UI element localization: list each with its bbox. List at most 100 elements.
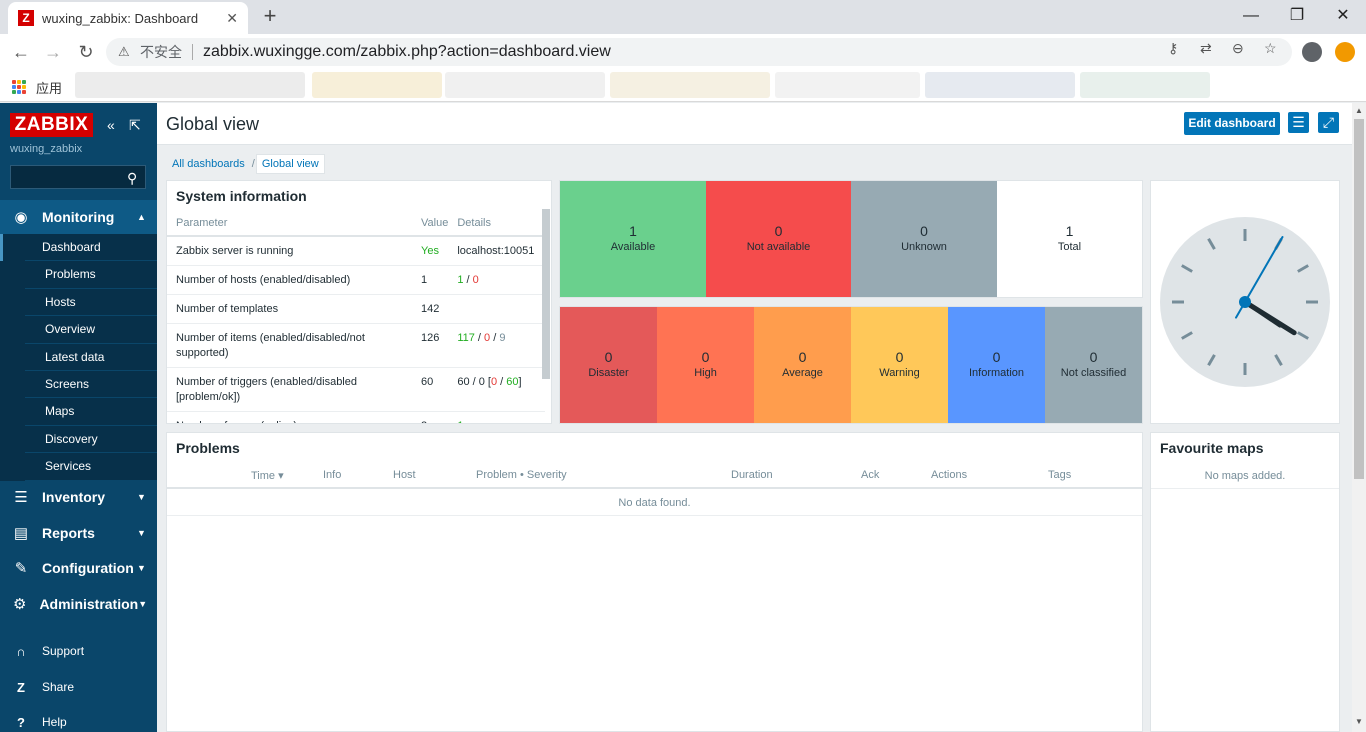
support-link[interactable]: ∩ Support xyxy=(0,639,157,663)
scroll-down-icon[interactable]: ▼ xyxy=(1355,717,1363,726)
sidebar-item-services[interactable]: Services xyxy=(0,453,157,481)
details-cell: localhost:10051 xyxy=(448,236,545,266)
column-time[interactable]: Time ▾ xyxy=(251,470,284,482)
star-icon[interactable]: ☆ xyxy=(1264,40,1277,56)
param-cell: Zabbix server is running xyxy=(167,236,412,266)
tile-high[interactable]: 0 High xyxy=(657,307,754,423)
tile-average[interactable]: 0 Average xyxy=(754,307,851,423)
column-actions: Actions xyxy=(931,469,968,481)
widget-scrollbar-thumb[interactable] xyxy=(542,209,550,379)
tile-label: Average xyxy=(782,367,823,379)
minimize-button[interactable]: — xyxy=(1243,7,1259,24)
enabled-count: 1 xyxy=(457,274,464,286)
zabbix-favicon-icon: Z xyxy=(18,10,34,26)
actions-menu-icon[interactable]: ☰ xyxy=(1288,112,1309,133)
host-availability-widget: 1 Available 0 Not available 0 Unknown 1 … xyxy=(559,180,1143,298)
column-problem-severity: Problem • Severity xyxy=(476,469,567,481)
omnibox[interactable]: ⚠ 不安全 zabbix.wuxingge.com/zabbix.php?act… xyxy=(106,38,1292,66)
tile-unknown[interactable]: 0 Unknown xyxy=(851,181,997,297)
edit-dashboard-button[interactable]: Edit dashboard xyxy=(1184,112,1280,135)
maximize-button[interactable]: ❐ xyxy=(1289,7,1305,24)
clock-tick xyxy=(1274,354,1283,366)
blurred-bookmark[interactable] xyxy=(1080,72,1210,98)
eye-icon: ◉ xyxy=(14,209,28,226)
help-link[interactable]: ? Help xyxy=(0,710,157,732)
new-tab-button[interactable]: + xyxy=(263,3,277,28)
search-icon[interactable]: ⚲ xyxy=(127,170,138,186)
bookmarks-bar: 应用 xyxy=(0,70,1366,102)
share-z-icon: Z xyxy=(17,679,25,695)
help-label: Help xyxy=(42,715,67,729)
sidebar-search-input[interactable] xyxy=(10,165,146,189)
apps-label[interactable]: 应用 xyxy=(36,81,63,96)
apps-grid-icon[interactable] xyxy=(12,80,26,94)
breadcrumb-current[interactable]: Global view xyxy=(255,154,325,174)
sidebar-item-problems[interactable]: Problems xyxy=(0,261,157,290)
close-window-button[interactable]: ✕ xyxy=(1336,7,1350,24)
blurred-bookmark[interactable] xyxy=(610,72,770,98)
tile-information[interactable]: 0 Information xyxy=(948,307,1045,423)
sidebar-item-latest-data[interactable]: Latest data xyxy=(0,344,157,372)
menu-reports[interactable]: ▤ Reports ▼ xyxy=(0,516,157,550)
menu-reports-label: Reports xyxy=(42,525,95,541)
browser-tab[interactable]: Z wuxing_zabbix: Dashboard ✕ xyxy=(8,2,248,34)
tile-available[interactable]: 1 Available xyxy=(560,181,706,297)
fullscreen-icon[interactable]: ⤢ xyxy=(1318,112,1339,133)
widget-title: Favourite maps xyxy=(1160,440,1264,456)
menu-configuration[interactable]: ✎ Configuration ▼ xyxy=(0,551,157,585)
table-row: Zabbix server is running Yes localhost:1… xyxy=(167,236,545,266)
sidebar-item-overview[interactable]: Overview xyxy=(0,316,157,344)
collapse-sidebar-icon[interactable]: « xyxy=(107,117,115,133)
forward-arrow-icon[interactable]: → xyxy=(44,42,62,62)
key-icon[interactable]: ⚷ xyxy=(1168,40,1179,56)
breadcrumb-all-dashboards[interactable]: All dashboards xyxy=(172,158,245,170)
reload-icon[interactable]: ↻ xyxy=(78,42,94,62)
clock-widget xyxy=(1150,180,1340,424)
list-icon: ☰ xyxy=(14,489,28,506)
value-cell: 126 xyxy=(412,323,449,368)
url-text[interactable]: zabbix.wuxingge.com/zabbix.php?action=da… xyxy=(203,43,611,60)
share-link[interactable]: Z Share xyxy=(0,675,157,699)
sidebar-item-maps[interactable]: Maps xyxy=(0,398,157,427)
menu-inventory[interactable]: ☰ Inventory ▼ xyxy=(0,480,157,514)
tile-not-available[interactable]: 0 Not available xyxy=(706,181,851,297)
favourite-maps-widget: Favourite maps No maps added. xyxy=(1150,432,1340,732)
tile-not-classified[interactable]: 0 Not classified xyxy=(1045,307,1142,423)
blurred-bookmark[interactable] xyxy=(75,72,305,98)
update-alert-icon[interactable] xyxy=(1335,42,1355,62)
back-arrow-icon[interactable]: ← xyxy=(12,42,30,62)
column-ack: Ack xyxy=(861,469,880,481)
blurred-bookmark[interactable] xyxy=(925,72,1075,98)
blurred-bookmark[interactable] xyxy=(312,72,442,98)
translate-icon[interactable]: ⇄ xyxy=(1200,40,1212,56)
tile-count: 0 xyxy=(895,349,904,365)
sidebar-item-hosts[interactable]: Hosts xyxy=(0,289,157,317)
sidebar-item-screens[interactable]: Screens xyxy=(0,371,157,399)
scrollbar-thumb[interactable] xyxy=(1354,119,1364,479)
blurred-bookmark[interactable] xyxy=(775,72,920,98)
menu-administration[interactable]: ⚙ Administration ▼ xyxy=(0,587,157,621)
tile-warning[interactable]: 0 Warning xyxy=(851,307,948,423)
tile-disaster[interactable]: 0 Disaster xyxy=(560,307,657,423)
page-scrollbar[interactable]: ▲ ▼ xyxy=(1352,103,1366,732)
zabbix-logo[interactable]: ZABBIX xyxy=(10,113,93,137)
menu-monitoring[interactable]: ◉ Monitoring ▲ xyxy=(0,200,157,234)
blurred-bookmark[interactable] xyxy=(445,72,605,98)
tab-close-icon[interactable]: ✕ xyxy=(226,9,238,26)
online-count: 1 xyxy=(457,420,463,423)
details-cell: 60 / 0 [0 / 60] xyxy=(448,367,545,412)
sidebar-item-dashboard[interactable]: Dashboard xyxy=(0,234,157,262)
tile-total[interactable]: 1 Total xyxy=(997,181,1142,297)
breadcrumb-separator: / xyxy=(251,158,255,170)
tile-label: Warning xyxy=(879,367,920,379)
scroll-up-icon[interactable]: ▲ xyxy=(1355,106,1363,115)
page-header: Global view Edit dashboard ☰ ⤢ xyxy=(157,103,1352,145)
zoom-icon[interactable]: ⊖ xyxy=(1232,40,1244,56)
kiosk-mode-icon[interactable]: ⇱ xyxy=(129,117,141,133)
column-header: Parameter xyxy=(167,211,412,237)
minute-hand xyxy=(1243,300,1282,328)
sidebar-item-discovery[interactable]: Discovery xyxy=(0,426,157,454)
sidebar: ZABBIX « ⇱ wuxing_zabbix ⚲ ◉ Monitoring … xyxy=(0,103,157,732)
profile-avatar-icon[interactable] xyxy=(1302,42,1322,62)
table-row: Number of users (online) 2 1 xyxy=(167,411,545,423)
